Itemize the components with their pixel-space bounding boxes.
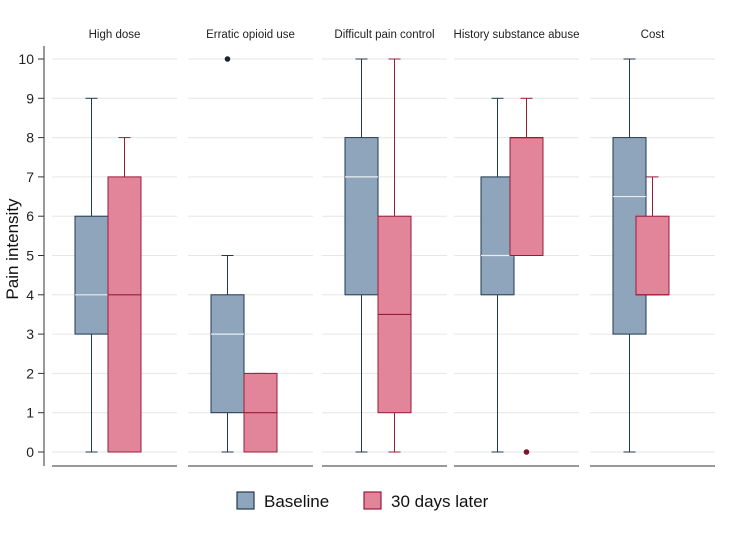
y-tick-label: 8 xyxy=(26,130,34,146)
y-tick-label: 2 xyxy=(26,365,34,381)
iqr-box xyxy=(344,137,379,296)
y-tick-label: 7 xyxy=(26,169,34,185)
y-tick-label: 9 xyxy=(26,90,34,106)
y-tick-label: 0 xyxy=(26,444,34,460)
box-baseline xyxy=(210,56,245,453)
y-tick-label: 6 xyxy=(26,208,34,224)
panel: High dose xyxy=(52,29,177,467)
y-tick-label: 4 xyxy=(26,287,34,303)
box-baseline xyxy=(480,97,515,453)
outlier-point xyxy=(224,56,231,62)
legend-item: Baseline xyxy=(236,491,329,511)
iqr-box xyxy=(107,176,142,453)
box-baseline xyxy=(344,58,379,453)
box-30-days-later xyxy=(635,176,670,296)
panel-title: Cost xyxy=(641,29,665,41)
legend-swatch xyxy=(236,491,255,510)
panel-title: History substance abuse xyxy=(454,29,580,41)
panels: High dose Erratic opioid use Difficult pai… xyxy=(52,29,715,467)
y-tick-label: 3 xyxy=(26,326,34,342)
box-30-days-later xyxy=(509,97,544,455)
iqr-box xyxy=(509,137,544,257)
legend-swatch xyxy=(363,491,382,510)
legend: Baseline 30 days later xyxy=(236,491,489,511)
iqr-box xyxy=(635,215,670,296)
panel: Cost xyxy=(590,29,715,467)
panel-title: Difficult pain control xyxy=(334,29,434,41)
box-30-days-later xyxy=(377,58,412,453)
legend-label: Baseline xyxy=(264,492,329,511)
iqr-box xyxy=(74,215,109,335)
outlier-point xyxy=(523,449,530,455)
panel-title: Erratic opioid use xyxy=(206,29,295,41)
y-tick-label: 1 xyxy=(26,405,34,421)
iqr-box xyxy=(480,176,515,296)
panel: Erratic opioid use xyxy=(188,29,313,467)
y-tick-label: 5 xyxy=(26,248,34,264)
panel: Difficult pain control xyxy=(322,29,447,467)
y-tick-label: 10 xyxy=(18,51,34,67)
panel-title: High dose xyxy=(89,29,141,41)
legend-item: 30 days later xyxy=(363,491,489,511)
iqr-box xyxy=(210,294,245,414)
box-baseline xyxy=(74,97,109,453)
panel: History substance abuse xyxy=(454,29,580,467)
legend-label: 30 days later xyxy=(391,492,489,511)
box-30-days-later xyxy=(243,372,278,453)
y-axis-label: Pain intensity xyxy=(3,198,22,300)
box-30-days-later xyxy=(107,137,142,453)
y-axis: Pain intensity 0 1 2 3 4 5 6 7 8 9 10 xyxy=(3,46,45,466)
